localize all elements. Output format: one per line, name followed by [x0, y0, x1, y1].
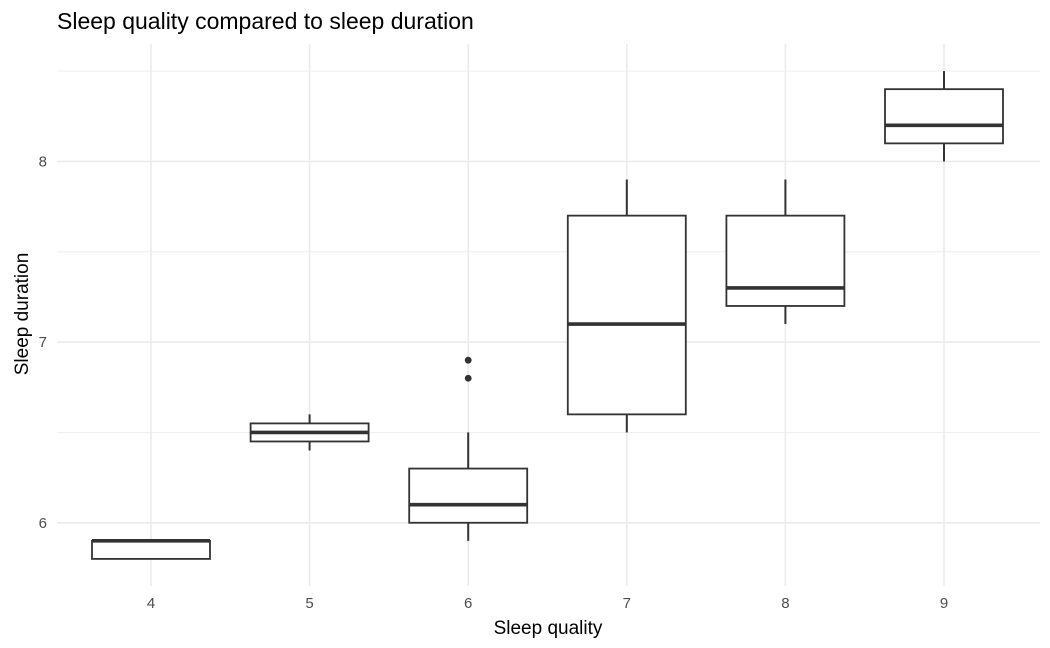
x-tick-label-7: 7	[623, 595, 631, 612]
box-body-4	[91, 539, 211, 560]
box-body-6	[408, 467, 529, 524]
box-9	[884, 71, 1004, 162]
outlier-point-6-0	[464, 374, 472, 382]
box-5	[249, 414, 370, 451]
chart-title: Sleep quality compared to sleep duration	[57, 8, 474, 34]
box-7	[566, 179, 687, 433]
grid-lines	[57, 44, 1040, 586]
x-tick-label-5: 5	[305, 595, 313, 612]
x-tick-label-9: 9	[940, 595, 948, 612]
y-tick-labels: 6 7 8	[39, 153, 47, 531]
y-axis-title: Sleep duration	[12, 253, 33, 376]
box-4	[91, 539, 211, 560]
y-tick-label-8: 8	[39, 153, 47, 170]
y-tick-label-6: 6	[39, 515, 47, 532]
x-tick-label-8: 8	[781, 595, 789, 612]
y-tick-label-7: 7	[39, 334, 47, 351]
box-body-7	[566, 214, 687, 416]
x-tick-labels: 4 5 6 7 8 9	[147, 595, 948, 612]
box-body-8	[725, 214, 846, 307]
box-8	[725, 179, 846, 325]
box-6	[408, 356, 529, 541]
box-body-9	[884, 88, 1004, 145]
x-axis-title: Sleep quality	[494, 618, 603, 639]
boxes	[91, 71, 1004, 560]
outlier-point-6-1	[464, 356, 472, 364]
x-tick-label-6: 6	[464, 595, 472, 612]
x-tick-label-4: 4	[147, 595, 155, 612]
